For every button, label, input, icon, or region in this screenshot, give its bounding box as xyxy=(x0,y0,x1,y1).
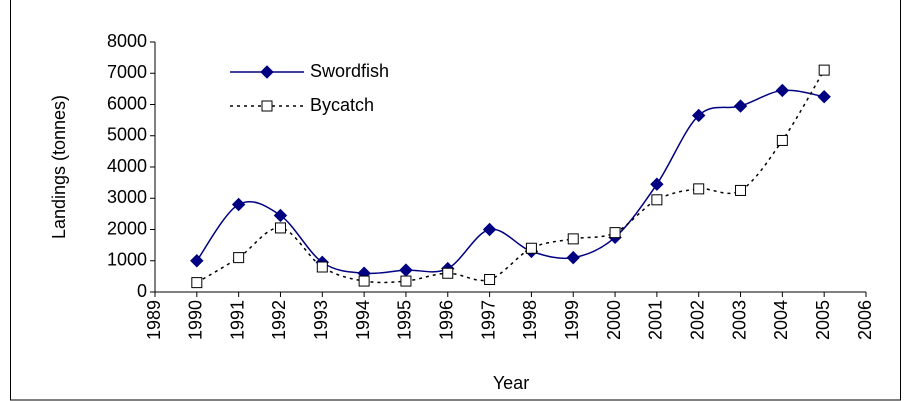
y-tick-label: 0 xyxy=(137,281,147,301)
data-point xyxy=(231,197,246,212)
x-tick-label: 2003 xyxy=(729,300,749,340)
data-point xyxy=(233,252,245,264)
data-point xyxy=(484,274,496,285)
data-point xyxy=(651,194,663,206)
y-tick-label: 4000 xyxy=(107,156,147,176)
x-tick-label: 2002 xyxy=(687,300,707,340)
data-point xyxy=(691,108,706,123)
data-point xyxy=(273,208,288,223)
series-line xyxy=(196,69,825,284)
data-point xyxy=(190,254,204,268)
data-point xyxy=(566,250,580,265)
data-point xyxy=(733,99,748,113)
legend-marker xyxy=(260,65,274,79)
data-point xyxy=(358,275,370,287)
data-point xyxy=(775,83,790,98)
data-point xyxy=(817,89,831,104)
y-tick-label: 5000 xyxy=(107,125,147,145)
x-tick-label: 1990 xyxy=(186,300,206,340)
data-point xyxy=(442,267,454,279)
x-tick-label: 1998 xyxy=(520,300,540,340)
legend-label: Swordfish xyxy=(310,61,389,81)
y-tick-label: 2000 xyxy=(107,218,147,238)
y-tick-label: 7000 xyxy=(107,62,147,82)
data-point xyxy=(650,177,664,191)
data-point xyxy=(191,277,203,289)
data-point xyxy=(735,184,747,196)
x-tick-label: 1989 xyxy=(144,300,164,340)
y-axis-label: Landings (tonnes) xyxy=(49,95,69,239)
x-tick-label: 1996 xyxy=(437,300,457,340)
x-tick-label: 2001 xyxy=(646,300,666,340)
legend-marker xyxy=(261,100,273,112)
y-tick-label: 3000 xyxy=(107,187,147,207)
data-point xyxy=(316,261,328,273)
x-tick-label: 1991 xyxy=(227,300,247,340)
data-point xyxy=(525,242,537,254)
x-tick-label: 2005 xyxy=(813,300,833,340)
x-tick-label: 1994 xyxy=(353,300,373,340)
x-tick-label: 1993 xyxy=(311,300,331,340)
y-tick-label: 8000 xyxy=(107,31,147,51)
x-tick-label: 1992 xyxy=(269,300,289,340)
chart-border xyxy=(10,0,901,401)
data-point xyxy=(776,134,788,146)
data-point xyxy=(818,64,830,76)
series-line xyxy=(196,89,825,275)
y-tick-label: 1000 xyxy=(107,250,147,270)
x-tick-label: 2004 xyxy=(771,300,791,340)
data-point xyxy=(482,222,497,237)
data-point xyxy=(274,222,286,234)
data-point xyxy=(567,233,579,245)
x-axis-label: Year xyxy=(493,373,529,393)
x-tick-label: 1999 xyxy=(562,300,582,340)
x-tick-label: 1997 xyxy=(478,300,498,340)
legend-label: Bycatch xyxy=(310,95,374,115)
data-point xyxy=(693,183,705,195)
x-tick-label: 2006 xyxy=(855,300,875,340)
y-tick-label: 6000 xyxy=(107,93,147,113)
x-tick-label: 1995 xyxy=(395,300,415,340)
data-point xyxy=(400,275,412,287)
data-point xyxy=(399,263,413,277)
x-tick-label: 2000 xyxy=(604,300,624,340)
data-point xyxy=(609,227,621,239)
